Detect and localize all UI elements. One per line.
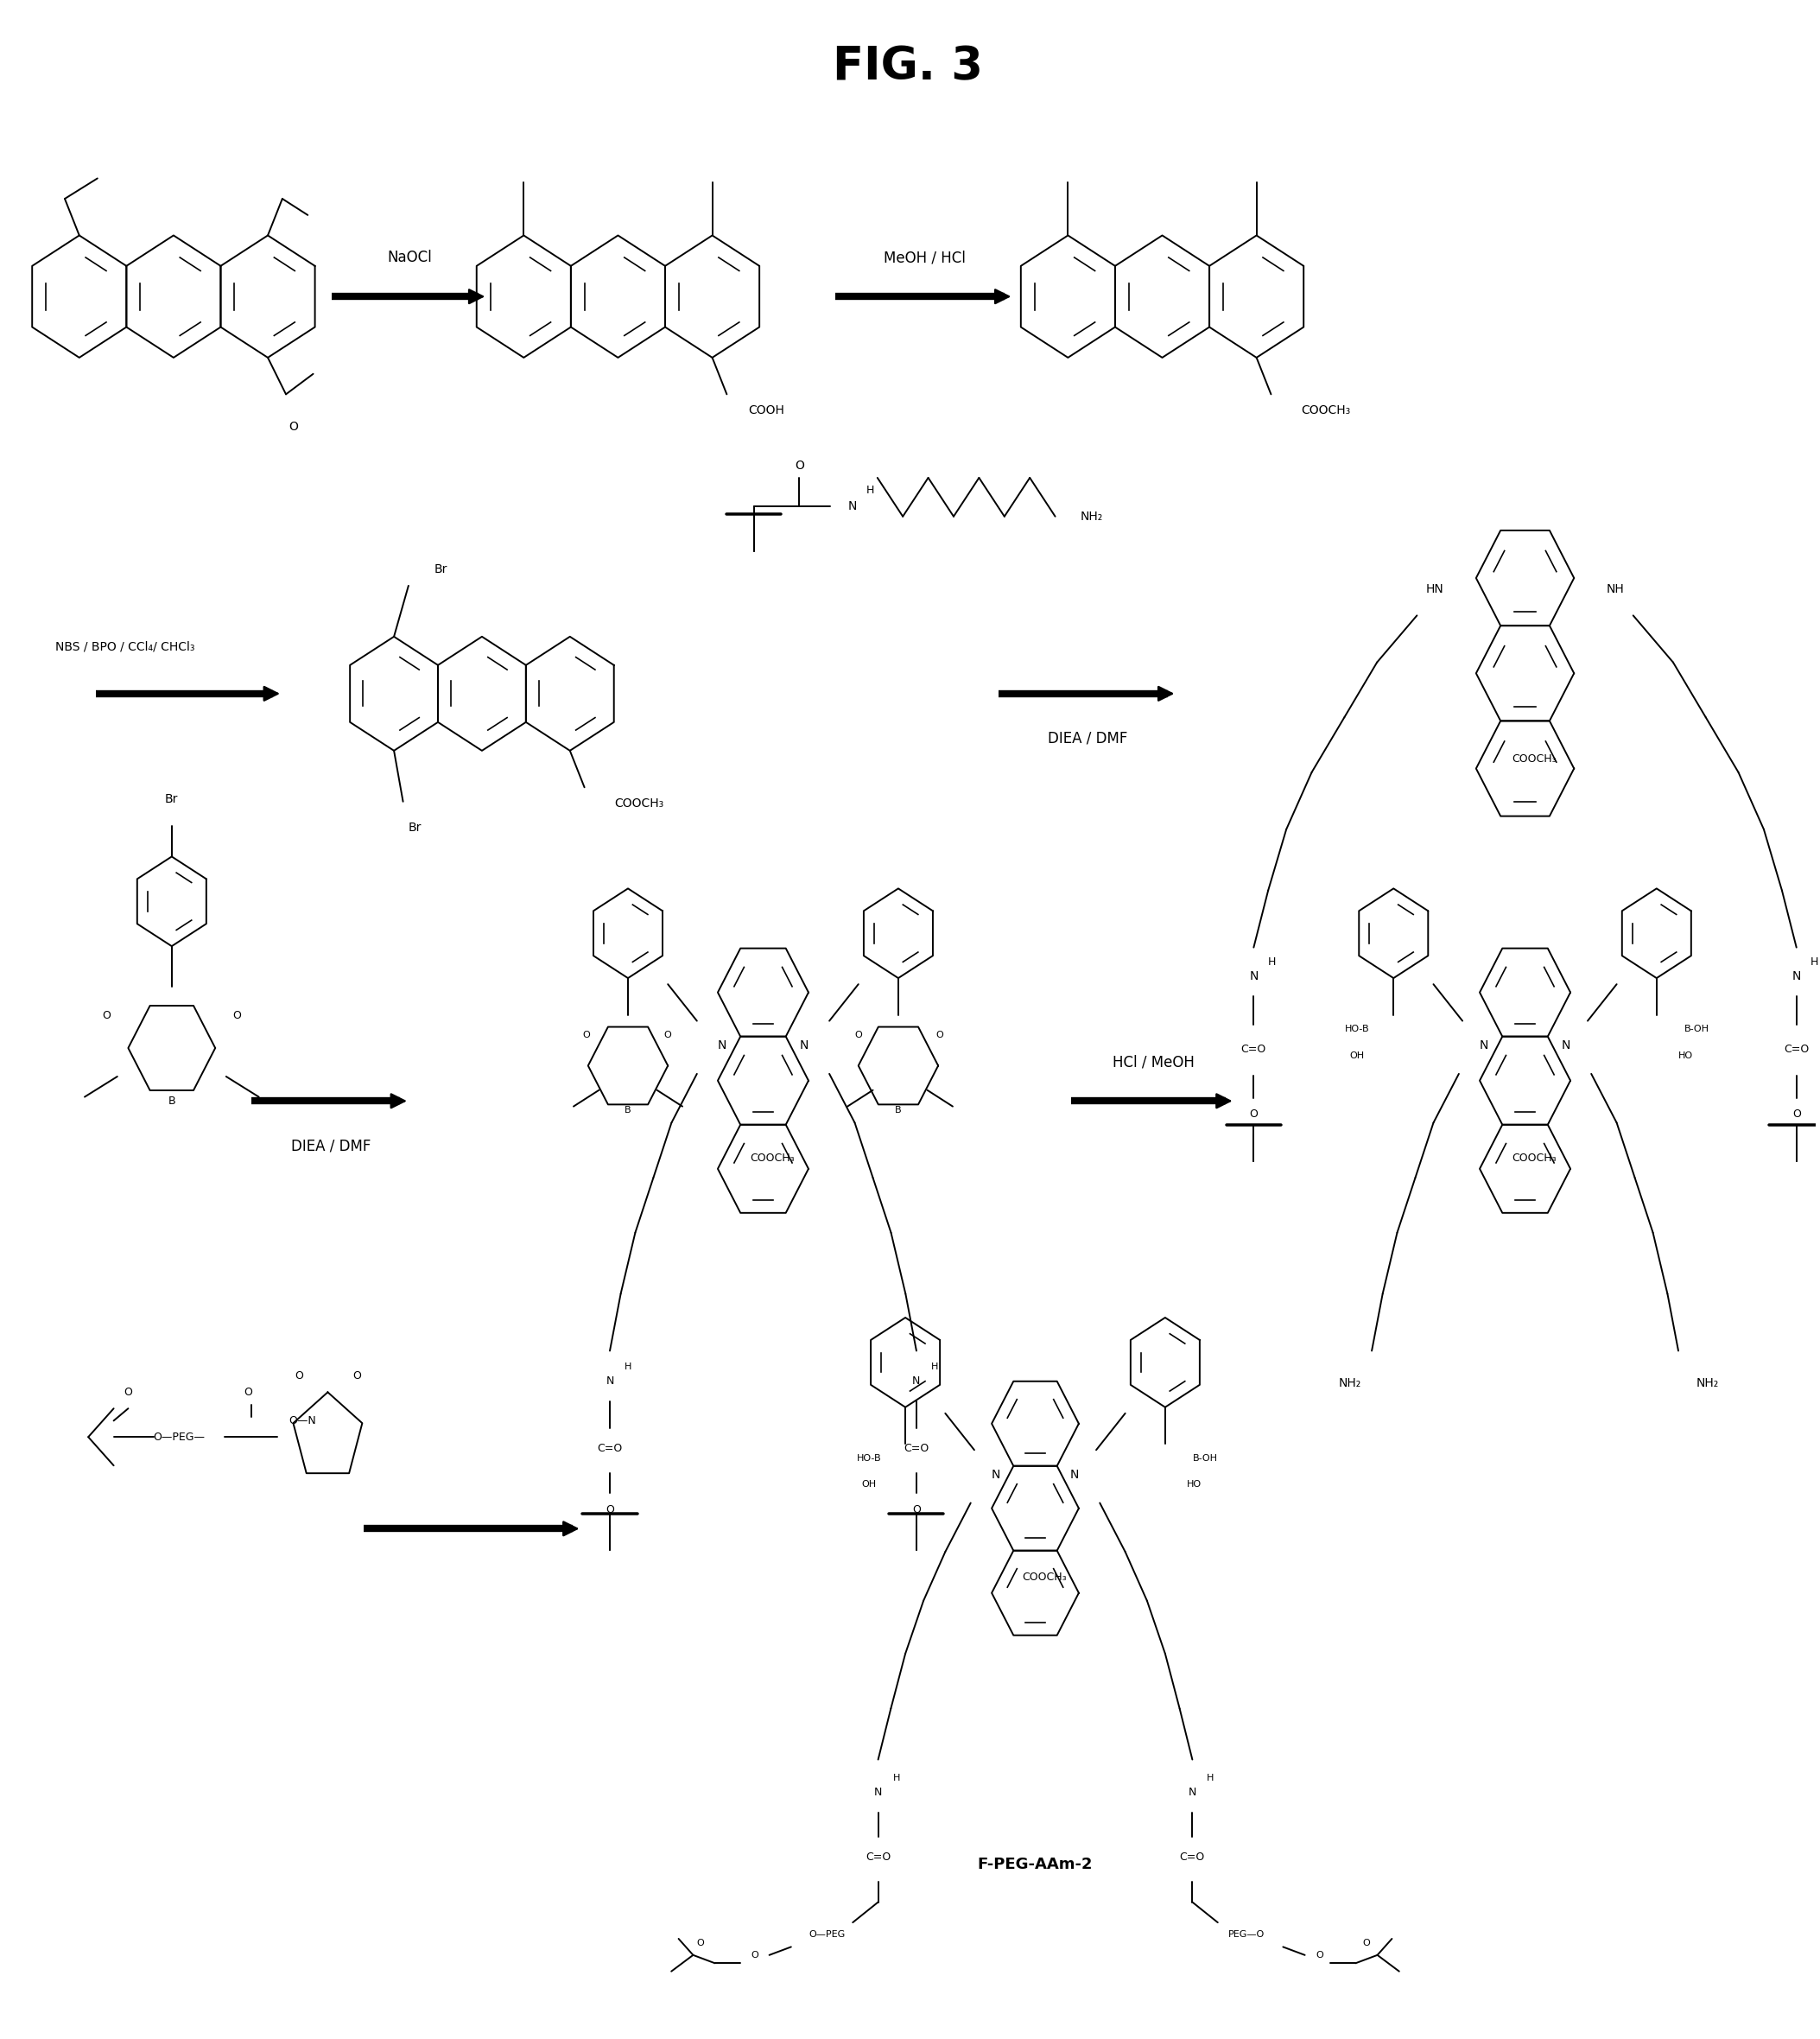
Text: HO-B: HO-B <box>857 1454 881 1462</box>
Text: N: N <box>1793 971 1802 983</box>
Text: PEG—O: PEG—O <box>1228 1931 1265 1939</box>
Text: COOCH₃: COOCH₃ <box>613 797 664 809</box>
Text: C=O: C=O <box>1784 1044 1809 1054</box>
Text: N: N <box>1562 1040 1571 1052</box>
Text: B: B <box>895 1107 901 1115</box>
Text: NH: NH <box>1605 583 1623 595</box>
Text: C=O: C=O <box>866 1851 890 1864</box>
Text: B: B <box>624 1107 632 1115</box>
Text: O: O <box>1363 1939 1370 1947</box>
Text: COOCH₃: COOCH₃ <box>1512 752 1556 765</box>
Text: O: O <box>124 1387 133 1399</box>
Text: H: H <box>932 1362 937 1372</box>
Text: HO: HO <box>1187 1480 1201 1488</box>
Text: H: H <box>866 485 874 495</box>
Text: O: O <box>935 1032 945 1040</box>
Text: O—N: O—N <box>289 1415 317 1427</box>
Text: O: O <box>289 420 298 432</box>
Text: O: O <box>606 1505 613 1515</box>
Text: O: O <box>353 1370 360 1382</box>
Text: H: H <box>892 1774 899 1782</box>
Text: Br: Br <box>166 793 178 805</box>
Text: O: O <box>233 1009 242 1022</box>
Text: O: O <box>244 1387 253 1399</box>
Text: COOH: COOH <box>748 404 784 416</box>
Text: HO-B: HO-B <box>1345 1026 1370 1034</box>
Text: O: O <box>855 1032 863 1040</box>
Text: O: O <box>664 1032 672 1040</box>
Text: N: N <box>992 1468 1001 1480</box>
Text: FIG. 3: FIG. 3 <box>834 45 983 90</box>
Text: C=O: C=O <box>1241 1044 1267 1054</box>
Text: HN: HN <box>1427 583 1443 595</box>
Text: C=O: C=O <box>597 1444 622 1454</box>
Text: N: N <box>1249 971 1258 983</box>
Text: N: N <box>848 500 857 512</box>
Text: O: O <box>697 1939 704 1947</box>
Text: NBS / BPO / CCl₄/ CHCl₃: NBS / BPO / CCl₄/ CHCl₃ <box>56 640 195 652</box>
Text: F-PEG-AAm-2: F-PEG-AAm-2 <box>977 1858 1092 1872</box>
Text: HO: HO <box>1678 1052 1693 1060</box>
Text: O—PEG—: O—PEG— <box>153 1431 206 1444</box>
Text: COOCH₃: COOCH₃ <box>1301 404 1350 416</box>
Text: MeOH / HCl: MeOH / HCl <box>883 251 966 265</box>
Text: N: N <box>799 1040 808 1052</box>
Text: O—PEG: O—PEG <box>810 1931 846 1939</box>
Text: O: O <box>295 1370 302 1382</box>
Text: NaOCl: NaOCl <box>388 251 431 265</box>
Text: O: O <box>912 1505 921 1515</box>
Text: NH₂: NH₂ <box>1081 510 1103 522</box>
Text: N: N <box>912 1376 921 1387</box>
Text: O: O <box>582 1032 590 1040</box>
Text: N: N <box>717 1040 726 1052</box>
Text: DIEA / DMF: DIEA / DMF <box>291 1138 371 1154</box>
Text: C=O: C=O <box>1179 1851 1205 1864</box>
Text: N: N <box>874 1786 883 1798</box>
Text: O: O <box>1316 1951 1323 1959</box>
Text: N: N <box>1480 1040 1489 1052</box>
Text: OH: OH <box>1350 1052 1365 1060</box>
Text: H: H <box>1207 1774 1214 1782</box>
Text: H: H <box>1269 956 1276 966</box>
Text: O: O <box>102 1009 111 1022</box>
Text: Br: Br <box>433 563 448 575</box>
Text: O: O <box>752 1951 759 1959</box>
Text: C=O: C=O <box>905 1444 928 1454</box>
Text: COOCH₃: COOCH₃ <box>1512 1152 1556 1164</box>
Text: O: O <box>1249 1109 1258 1119</box>
Text: H: H <box>1811 956 1818 966</box>
Text: COOCH₃: COOCH₃ <box>1023 1572 1067 1582</box>
Text: O: O <box>795 459 804 471</box>
Text: N: N <box>1070 1468 1079 1480</box>
Text: H: H <box>624 1362 632 1372</box>
Text: COOCH₃: COOCH₃ <box>750 1152 795 1164</box>
Text: B: B <box>167 1095 175 1107</box>
Text: N: N <box>1188 1786 1196 1798</box>
Text: B-OH: B-OH <box>1684 1026 1709 1034</box>
Text: Br: Br <box>408 822 422 834</box>
Text: NH₂: NH₂ <box>1696 1378 1718 1389</box>
Text: N: N <box>606 1376 613 1387</box>
Text: NH₂: NH₂ <box>1340 1378 1361 1389</box>
Text: HCl / MeOH: HCl / MeOH <box>1112 1054 1194 1070</box>
Text: DIEA / DMF: DIEA / DMF <box>1048 730 1128 746</box>
Text: OH: OH <box>861 1480 877 1488</box>
Text: O: O <box>1793 1109 1800 1119</box>
Text: B-OH: B-OH <box>1192 1454 1218 1462</box>
